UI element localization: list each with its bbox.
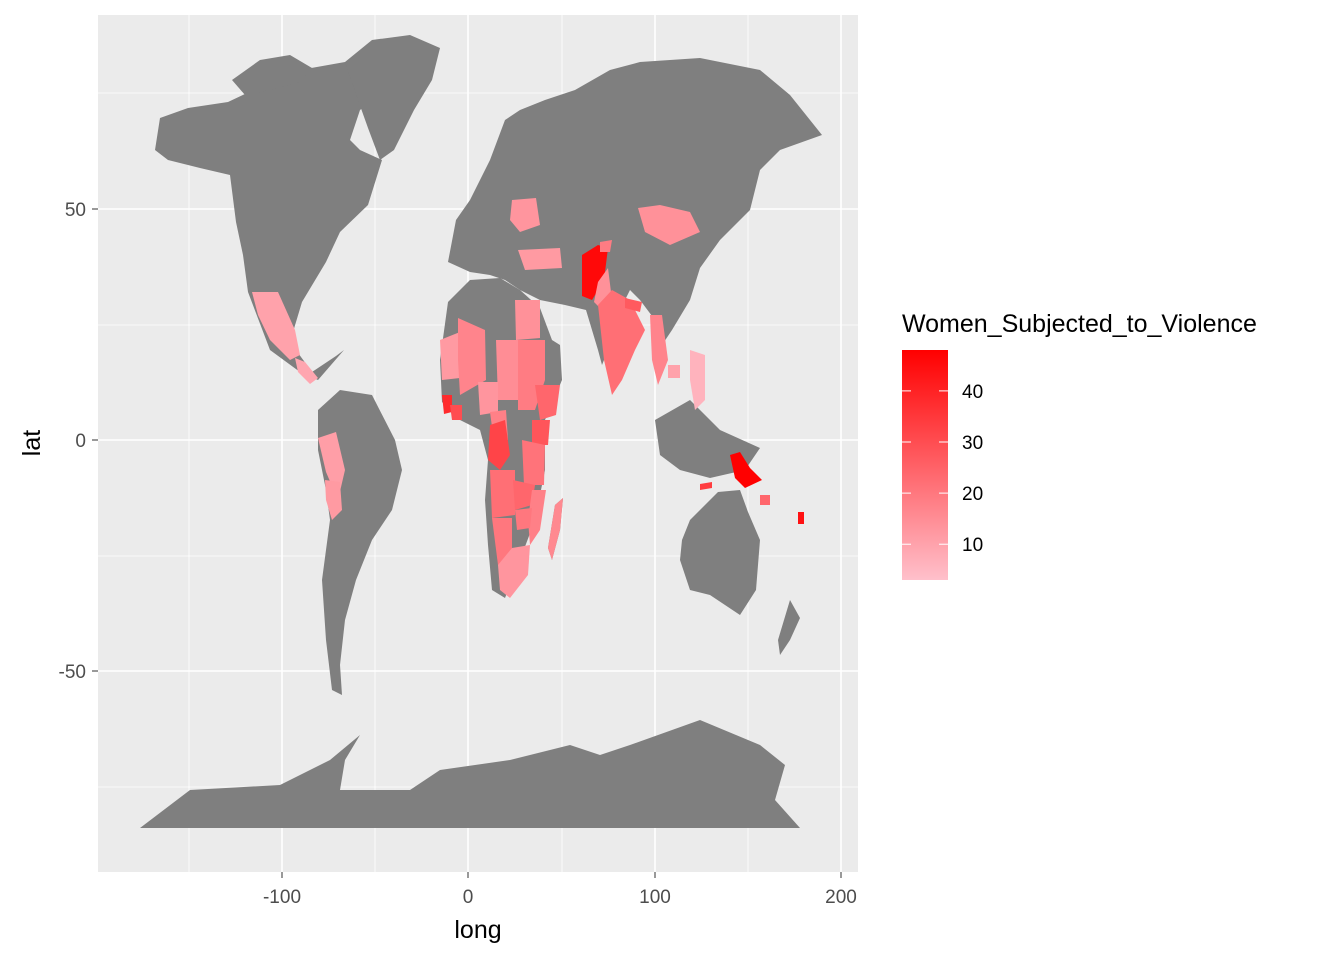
legend-title: Women_Subjected_to_Violence xyxy=(902,310,1257,338)
region-angola xyxy=(490,470,515,518)
region-nepal xyxy=(625,298,642,312)
region-timor-leste xyxy=(700,482,712,490)
x-tick-label: 100 xyxy=(639,887,671,908)
region-sierra-leone xyxy=(442,395,452,414)
axis-ticks xyxy=(92,208,842,878)
region-zambia xyxy=(513,480,535,510)
region-turkey xyxy=(518,248,562,270)
eurasia-landmass xyxy=(448,58,822,365)
region-fiji xyxy=(760,495,770,505)
region-chad xyxy=(496,340,518,400)
region-myanmar xyxy=(650,315,668,385)
region-papua-new-guinea xyxy=(730,452,762,488)
x-tick-label: -100 xyxy=(263,887,301,908)
region-south-africa xyxy=(498,545,530,598)
legend-colorbar xyxy=(902,350,948,580)
region-mali xyxy=(458,318,486,395)
y-tick-label: 0 xyxy=(75,431,86,452)
x-tick-label: 0 xyxy=(463,887,474,908)
region-mozambique xyxy=(528,490,546,545)
x-axis-title: long xyxy=(454,916,501,944)
region-tajikistan xyxy=(600,240,612,252)
region-central-america xyxy=(295,358,318,384)
region-ethiopia xyxy=(535,385,560,420)
region-mauritania xyxy=(440,332,460,380)
legend-label: 30 xyxy=(962,433,983,454)
greenland-landmass xyxy=(345,35,440,160)
region-liberia xyxy=(450,405,462,420)
australia-landmass xyxy=(680,490,760,615)
region-cambodia xyxy=(668,365,680,378)
region-zimbabwe xyxy=(515,508,532,530)
new-zealand-landmass xyxy=(778,600,800,655)
x-tick-label: 200 xyxy=(825,887,857,908)
region-madagascar xyxy=(548,498,563,560)
y-tick-label: -50 xyxy=(59,662,86,683)
region-india xyxy=(598,290,645,395)
region-bolivia xyxy=(325,480,342,520)
region-ukraine xyxy=(510,198,540,232)
region-vanuatu xyxy=(798,512,804,524)
region-kenya xyxy=(532,420,550,445)
antarctica-landmass xyxy=(140,720,800,828)
legend-label: 20 xyxy=(962,484,983,505)
region-nigeria xyxy=(478,382,498,415)
region-afghanistan xyxy=(582,245,608,300)
region-philippines xyxy=(690,350,705,410)
legend: Women_Subjected_to_Violence 10 20 30 40 xyxy=(902,310,1257,580)
y-axis-title: lat xyxy=(18,430,46,456)
region-namibia xyxy=(492,518,512,565)
y-tick-label: 50 xyxy=(65,200,86,221)
region-mexico xyxy=(252,292,300,360)
legend-label: 10 xyxy=(962,535,983,556)
legend-label: 40 xyxy=(962,382,983,403)
region-mongolia xyxy=(638,205,700,245)
north-america-landmass xyxy=(155,55,425,380)
region-congo xyxy=(488,420,510,470)
region-tanzania xyxy=(522,440,545,485)
region-egypt xyxy=(515,300,540,340)
arctic-islands-landmass xyxy=(232,55,312,95)
